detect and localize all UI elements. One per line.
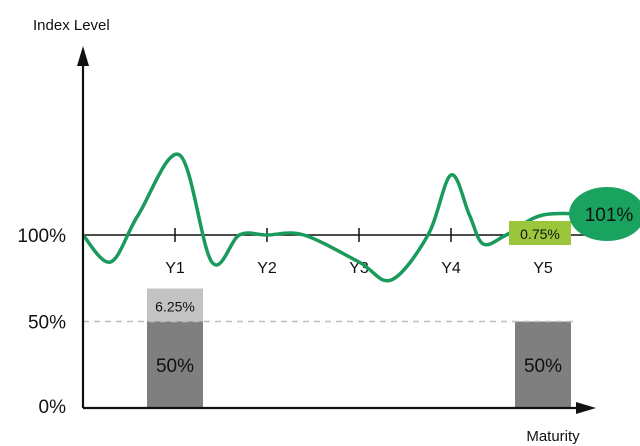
x-axis-arrowhead	[576, 402, 596, 414]
x-axis-title: Maturity	[526, 428, 580, 445]
bar-coupon-y1	[147, 288, 203, 322]
y-axis-arrowhead	[77, 46, 89, 66]
bar-coupon-label-y1: 6.25%	[155, 299, 195, 315]
coupon-box: 0.75%	[509, 221, 571, 245]
bar-base-label-y1: 50%	[156, 356, 194, 377]
end-value-bubble: 101%	[569, 187, 640, 241]
y-tick-label-50: 50%	[28, 313, 66, 334]
x-tick-label-y1: Y1	[165, 260, 185, 277]
end-value-label: 101%	[585, 205, 634, 226]
y-tick-label-0: 0%	[39, 397, 67, 418]
bars-layer: 50% 6.25% 50%	[147, 288, 571, 408]
y-tick-label-100: 100%	[17, 226, 66, 247]
x-tick-label-y2: Y2	[257, 260, 277, 277]
y-axis-title: Index Level	[33, 17, 110, 34]
x-tick-label-y5: Y5	[533, 260, 553, 277]
bar-base-y1	[147, 321, 203, 408]
bar-base-label-y5: 50%	[524, 356, 562, 377]
index-series-line	[81, 152, 599, 283]
coupon-label: 0.75%	[520, 226, 560, 242]
bar-base-y5	[515, 321, 571, 408]
x-tick-label-y4: Y4	[441, 260, 461, 277]
